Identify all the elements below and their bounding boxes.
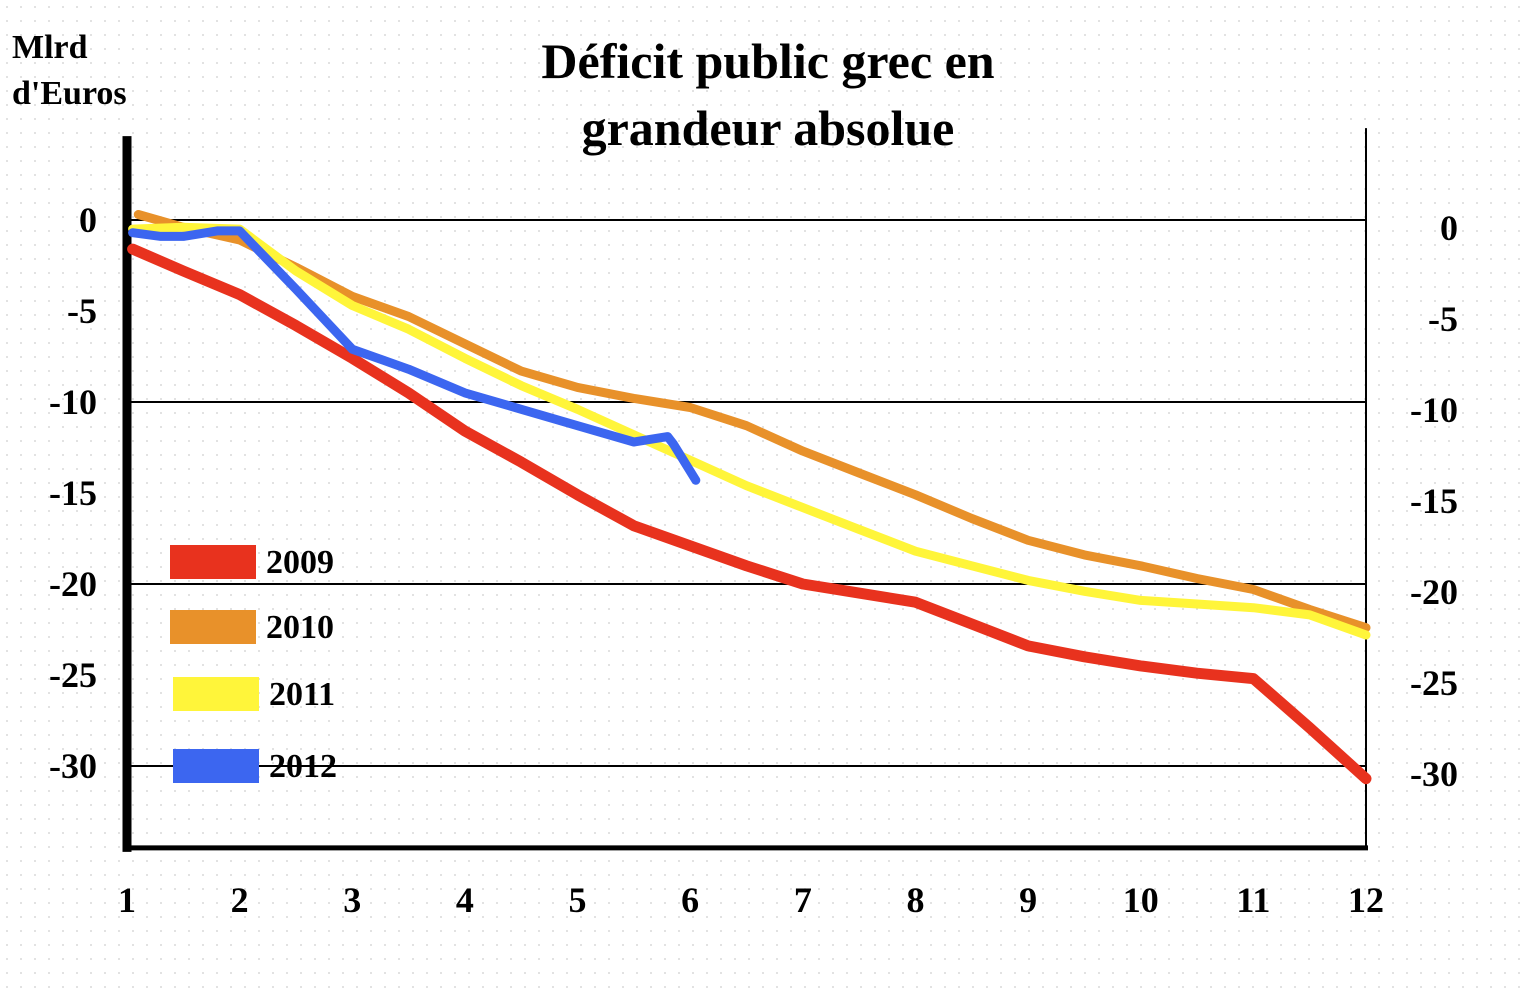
legend-swatch-2009 <box>170 545 256 579</box>
legend-swatch-2012 <box>173 749 259 783</box>
y-axis-unit-line-2: d'Euros <box>12 75 127 112</box>
legend-label-2012: 2012 <box>269 748 337 785</box>
y-tick-right--25: -25 <box>1410 663 1458 703</box>
series-lines <box>127 210 1372 785</box>
y-axis-unit-line-1: Mlrd <box>12 29 88 66</box>
legend-label-2011: 2011 <box>269 676 335 713</box>
y-tick-labels-right: 0 -5 -10 -15 -20 -25 -30 <box>1410 208 1458 794</box>
x-tick-8: 8 <box>906 880 924 920</box>
legend-swatch-2010 <box>170 610 256 644</box>
x-tick-11: 11 <box>1236 880 1270 920</box>
y-tick-right--10: -10 <box>1410 390 1458 430</box>
series-line-2012 <box>128 226 701 485</box>
legend-label-2009: 2009 <box>266 544 334 581</box>
chart-title-line-1: Déficit public grec en <box>541 33 994 89</box>
x-tick-2: 2 <box>231 880 249 920</box>
x-tick-7: 7 <box>794 880 812 920</box>
y-tick-right--30: -30 <box>1410 754 1458 794</box>
y-tick-left-0: 0 <box>79 200 97 240</box>
axes <box>122 128 1368 852</box>
x-tick-12: 12 <box>1348 880 1384 920</box>
y-tick-right--15: -15 <box>1410 481 1458 521</box>
series-line-2009 <box>127 243 1372 785</box>
legend-swatch-2011 <box>173 677 259 711</box>
y-tick-left--30: -30 <box>49 746 97 786</box>
y-tick-left--10: -10 <box>49 382 97 422</box>
x-tick-1: 1 <box>118 880 136 920</box>
x-tick-labels: 1 2 3 4 5 6 7 8 9 10 11 12 <box>118 880 1384 920</box>
series-line-2010 <box>133 210 1371 633</box>
x-tick-9: 9 <box>1019 880 1037 920</box>
y-tick-right--20: -20 <box>1410 572 1458 612</box>
x-tick-6: 6 <box>681 880 699 920</box>
legend: 2009 2010 2011 2012 <box>170 544 337 785</box>
chart-title-line-2: grandeur absolue <box>582 100 955 156</box>
gridlines <box>127 219 1366 767</box>
y-tick-right-0: 0 <box>1440 208 1458 248</box>
y-tick-left--15: -15 <box>49 473 97 513</box>
y-tick-left--25: -25 <box>49 655 97 695</box>
y-tick-right--5: -5 <box>1428 299 1458 339</box>
y-tick-left--20: -20 <box>49 564 97 604</box>
series-line-2011 <box>128 222 1371 640</box>
x-tick-10: 10 <box>1123 880 1159 920</box>
x-tick-5: 5 <box>569 880 587 920</box>
y-tick-left--5: -5 <box>67 291 97 331</box>
x-tick-4: 4 <box>456 880 474 920</box>
x-tick-3: 3 <box>343 880 361 920</box>
legend-label-2010: 2010 <box>266 609 334 646</box>
y-tick-labels-left: 0 -5 -10 -15 -20 -25 -30 <box>49 200 97 786</box>
